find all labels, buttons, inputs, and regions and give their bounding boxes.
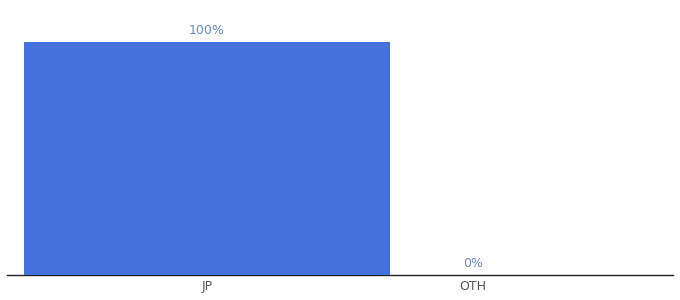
Text: 0%: 0% (463, 257, 483, 270)
Bar (24, 42, 390, 274)
Text: 100%: 100% (189, 24, 224, 37)
